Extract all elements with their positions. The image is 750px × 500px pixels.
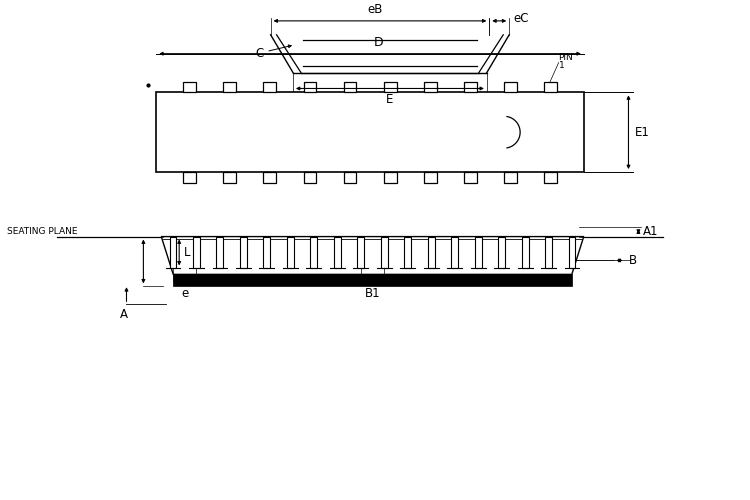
Bar [521,236,529,268]
Bar [452,236,458,268]
Bar [263,236,271,268]
Bar [240,236,247,268]
Bar [357,236,364,268]
Bar [381,236,388,268]
Bar [383,172,397,183]
Bar [568,236,575,268]
Bar [287,236,294,268]
Bar [464,82,476,92]
Text: eC: eC [513,12,529,26]
Bar [310,236,317,268]
Bar [224,82,236,92]
Bar [545,236,552,268]
Text: E1: E1 [634,126,650,138]
Bar [304,82,316,92]
Bar [217,236,223,268]
Bar [184,172,196,183]
Bar [173,274,572,286]
Bar [498,236,505,268]
Bar [304,172,316,183]
Text: B1: B1 [364,288,380,300]
Text: C: C [255,45,291,60]
Bar [424,172,436,183]
Bar [544,172,556,183]
Bar [464,172,476,183]
Text: B: B [628,254,637,267]
Bar [383,82,397,92]
Bar [263,172,277,183]
Text: PIN: PIN [559,53,573,62]
Polygon shape [161,236,584,275]
Text: SEATING PLANE: SEATING PLANE [8,226,78,235]
Bar [344,172,356,183]
Bar [170,236,176,268]
Bar [504,172,517,183]
Text: A: A [119,308,128,321]
Bar [334,236,340,268]
Bar [475,236,482,268]
Text: L: L [184,246,190,259]
Text: 1: 1 [559,61,564,70]
Bar [544,82,556,92]
Bar [344,82,356,92]
Text: A1: A1 [644,224,659,237]
Bar [424,82,436,92]
Bar [156,92,584,172]
Bar [427,236,435,268]
Text: E: E [386,94,394,106]
Text: D: D [374,36,383,49]
Text: e: e [182,288,188,300]
Bar [504,82,517,92]
Bar [184,82,196,92]
Bar [193,236,200,268]
Bar [263,82,277,92]
Bar [224,172,236,183]
Bar [404,236,411,268]
Text: eB: eB [368,3,382,16]
